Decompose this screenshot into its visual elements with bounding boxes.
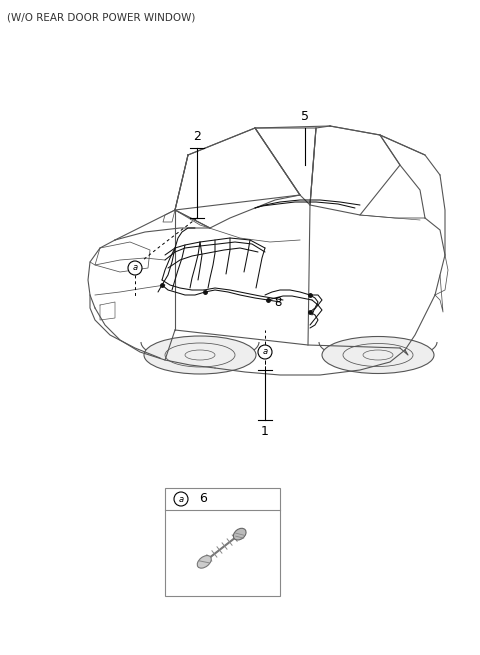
Text: a: a: [179, 495, 183, 504]
Text: 1: 1: [261, 425, 269, 438]
Text: 5: 5: [301, 110, 309, 123]
Ellipse shape: [144, 336, 256, 374]
Circle shape: [174, 492, 188, 506]
Text: 2: 2: [193, 130, 201, 143]
Text: (W/O REAR DOOR POWER WINDOW): (W/O REAR DOOR POWER WINDOW): [7, 13, 195, 23]
Text: a: a: [263, 348, 267, 356]
Text: 6: 6: [199, 493, 207, 506]
Ellipse shape: [322, 337, 434, 373]
Bar: [165, 488, 280, 596]
Text: 8: 8: [274, 295, 281, 309]
Ellipse shape: [233, 529, 246, 540]
Circle shape: [258, 345, 272, 359]
Circle shape: [128, 261, 142, 275]
Text: a: a: [132, 263, 138, 272]
Ellipse shape: [197, 555, 211, 568]
